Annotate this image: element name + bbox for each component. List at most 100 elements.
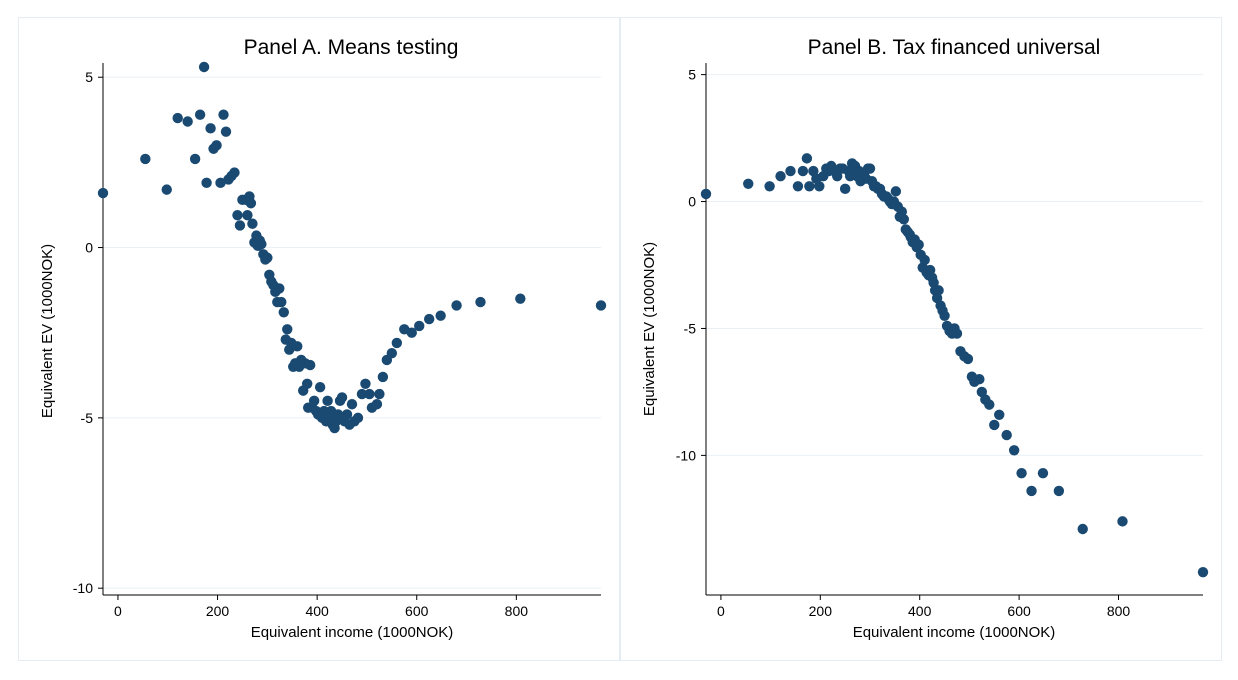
data-point — [1037, 467, 1049, 479]
data-point — [391, 337, 403, 349]
data-point — [198, 61, 210, 73]
data-point — [962, 353, 974, 365]
scatter-points — [700, 153, 1209, 578]
data-point — [890, 186, 902, 197]
data-point — [913, 239, 924, 250]
data-point — [785, 165, 796, 177]
data-point — [220, 126, 232, 137]
data-point — [839, 183, 851, 195]
y-axis-title: Equivalent EV (1000NOK) — [641, 242, 658, 416]
y-axis-title: Equivalent EV (1000NOK) — [39, 244, 56, 418]
data-point — [274, 283, 285, 294]
data-point — [360, 378, 371, 389]
data-point — [994, 409, 1005, 420]
data-point — [984, 399, 995, 410]
data-point — [451, 300, 462, 311]
data-point — [374, 388, 385, 400]
data-point — [308, 395, 320, 407]
data-point — [282, 324, 293, 335]
y-tick-label: -10 — [73, 580, 93, 596]
data-point — [304, 359, 316, 371]
y-tick-label: 0 — [688, 194, 696, 210]
data-point — [140, 153, 151, 165]
data-point — [194, 109, 206, 120]
data-point — [1197, 566, 1209, 578]
data-point — [161, 184, 172, 195]
data-point — [189, 153, 201, 165]
data-point — [1053, 485, 1065, 497]
x-tick-label: 0 — [114, 603, 122, 619]
data-point — [205, 123, 216, 134]
y-tick-label: 0 — [85, 240, 93, 256]
x-tick-label: 800 — [1107, 603, 1131, 619]
data-point — [764, 181, 775, 192]
scatter-points — [97, 61, 607, 434]
y-tick-label: 5 — [85, 69, 93, 85]
data-point — [211, 140, 222, 151]
data-point — [406, 327, 417, 338]
data-point — [743, 178, 754, 189]
data-point — [242, 209, 253, 221]
data-point — [218, 109, 229, 120]
data-point — [332, 409, 344, 420]
data-point — [234, 220, 246, 231]
data-point — [346, 399, 358, 410]
data-point — [1117, 516, 1128, 527]
x-tick-label: 0 — [717, 603, 725, 619]
data-point — [386, 347, 398, 359]
data-point — [352, 412, 364, 424]
data-point — [933, 285, 944, 296]
data-point — [278, 307, 289, 318]
data-point — [814, 181, 825, 192]
y-tick-label: -10 — [676, 447, 696, 463]
data-point — [314, 382, 326, 393]
data-point — [1077, 523, 1088, 535]
data-point — [423, 313, 435, 325]
x-tick-label: 400 — [908, 603, 932, 619]
y-tick-label: -5 — [81, 410, 94, 426]
data-point — [232, 209, 243, 221]
panel-b: 5 0 -5 -10 0 200 400 600 800 Panel B. Tax finance… — [620, 17, 1222, 661]
data-point — [1026, 485, 1037, 497]
data-point — [475, 296, 486, 308]
data-point — [792, 181, 804, 192]
data-point — [700, 188, 712, 200]
data-point — [898, 214, 910, 225]
data-point — [951, 328, 963, 339]
data-point — [97, 187, 109, 199]
data-point — [247, 218, 258, 229]
x-tick-label: 200 — [206, 603, 230, 619]
x-tick-label: 800 — [505, 603, 529, 619]
data-point — [974, 374, 985, 385]
data-point — [341, 409, 353, 420]
y-tick-label: -5 — [684, 320, 697, 336]
x-tick-label: 600 — [405, 603, 429, 619]
data-point — [356, 388, 368, 400]
x-axis-title: Equivalent income (1000NOK) — [853, 624, 1056, 641]
x-axis-title: Equivalent income (1000NOK) — [251, 624, 454, 641]
data-point — [797, 165, 809, 177]
x-tick-label: 600 — [1007, 603, 1031, 619]
x-tick-label: 200 — [809, 603, 833, 619]
data-point — [364, 388, 375, 400]
data-point — [172, 112, 183, 124]
data-point — [276, 296, 287, 308]
data-point — [919, 254, 930, 266]
data-point — [1001, 429, 1012, 441]
panel-title: Panel A. Means testing — [244, 36, 459, 59]
data-point — [1016, 467, 1027, 479]
data-point — [262, 252, 273, 263]
data-point — [595, 300, 607, 311]
data-point — [229, 167, 240, 178]
data-point — [864, 163, 876, 174]
y-tick-label: 5 — [688, 67, 696, 83]
data-point — [775, 170, 786, 182]
data-point — [414, 320, 425, 332]
data-point — [939, 310, 950, 321]
data-point — [801, 153, 813, 164]
data-point — [804, 181, 815, 192]
data-point — [292, 341, 303, 352]
data-point — [371, 399, 383, 410]
data-point — [245, 198, 257, 209]
